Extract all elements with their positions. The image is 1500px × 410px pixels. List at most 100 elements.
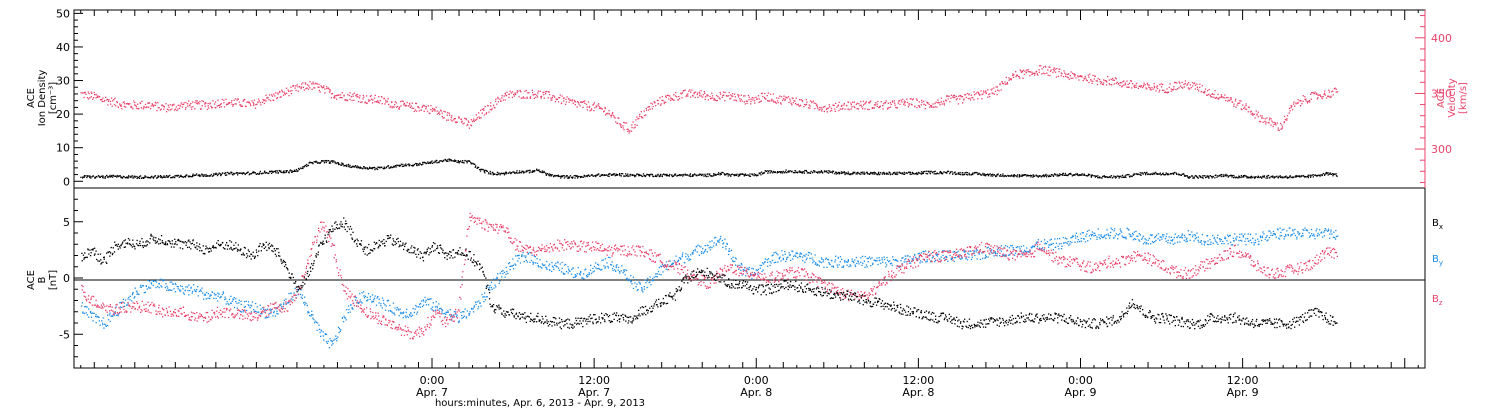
data-point (313, 322, 316, 324)
data-point (729, 98, 731, 100)
data-point (154, 101, 157, 103)
data-point (490, 173, 492, 175)
data-point (977, 173, 980, 175)
data-point (893, 100, 895, 102)
data-point (152, 284, 154, 287)
data-point (556, 174, 558, 177)
data-point (534, 256, 537, 258)
data-point (700, 90, 702, 92)
data-point (369, 296, 372, 298)
data-point (1295, 102, 1297, 104)
data-point (1235, 177, 1237, 179)
data-point (264, 311, 266, 313)
data-point (275, 172, 277, 174)
data-point (608, 110, 610, 112)
data-point (1283, 122, 1285, 124)
data-point (440, 160, 442, 162)
data-point (1100, 81, 1103, 83)
data-point (741, 274, 743, 276)
data-point (368, 99, 370, 101)
data-point (897, 173, 899, 175)
data-point (1336, 91, 1339, 93)
data-point (447, 311, 449, 313)
data-point (847, 259, 849, 261)
data-point (383, 166, 385, 168)
data-point (108, 176, 110, 178)
data-point (419, 162, 421, 164)
data-point (489, 289, 491, 291)
data-point (391, 101, 393, 104)
data-point (421, 164, 423, 166)
data-point (1334, 87, 1336, 89)
data-point (224, 298, 226, 301)
data-point (375, 304, 378, 306)
data-point (982, 172, 984, 175)
data-point (1206, 176, 1208, 178)
data-point (313, 87, 315, 89)
data-point (697, 92, 699, 94)
data-point (917, 105, 920, 107)
data-point (568, 270, 570, 272)
data-point (80, 92, 82, 94)
data-point (527, 253, 529, 255)
data-point (114, 314, 116, 316)
data-point (374, 168, 376, 171)
data-point (184, 108, 187, 110)
data-point (1013, 176, 1015, 178)
data-point (558, 175, 560, 178)
data-point (750, 103, 752, 105)
data-point (846, 264, 848, 266)
data-point (516, 91, 518, 94)
data-point (453, 118, 456, 120)
data-point (1178, 174, 1181, 176)
data-point (398, 107, 400, 110)
data-point (1304, 98, 1306, 100)
data-point (475, 165, 477, 167)
data-point (1167, 174, 1169, 176)
data-point (1321, 174, 1323, 176)
data-point (780, 103, 782, 105)
x-tick-label: 0:00 (1068, 374, 1093, 387)
data-point (250, 104, 252, 107)
data-point (513, 171, 515, 173)
data-point (159, 109, 162, 111)
data-point (711, 92, 713, 94)
data-point (110, 97, 113, 99)
data-point (1165, 91, 1167, 94)
data-point (574, 177, 576, 179)
data-point (249, 173, 251, 175)
data-point (268, 172, 270, 174)
data-point (177, 104, 179, 106)
data-point (367, 168, 370, 170)
data-point (773, 252, 775, 254)
data-point (852, 171, 854, 173)
data-point (748, 268, 750, 271)
data-point (910, 98, 912, 100)
data-point (990, 174, 992, 176)
data-point (579, 105, 581, 107)
data-point (1058, 71, 1060, 73)
data-point (739, 100, 741, 102)
data-point (444, 312, 446, 315)
data-point (982, 93, 984, 95)
data-point (653, 276, 655, 278)
data-point (1323, 92, 1326, 94)
data-point (1155, 90, 1157, 92)
data-point (767, 170, 770, 173)
data-point (1156, 86, 1158, 88)
data-point (906, 98, 908, 100)
data-point (389, 106, 391, 108)
data-point (155, 102, 157, 104)
data-point (1172, 173, 1175, 175)
data-point (822, 259, 825, 261)
data-point (262, 98, 264, 101)
data-point (525, 255, 527, 257)
data-point (959, 98, 961, 100)
data-point (967, 174, 969, 176)
data-point (169, 289, 171, 291)
data-point (305, 163, 308, 166)
data-point (1251, 176, 1254, 178)
data-point (277, 313, 279, 315)
data-point (142, 108, 144, 110)
data-point (885, 173, 887, 175)
